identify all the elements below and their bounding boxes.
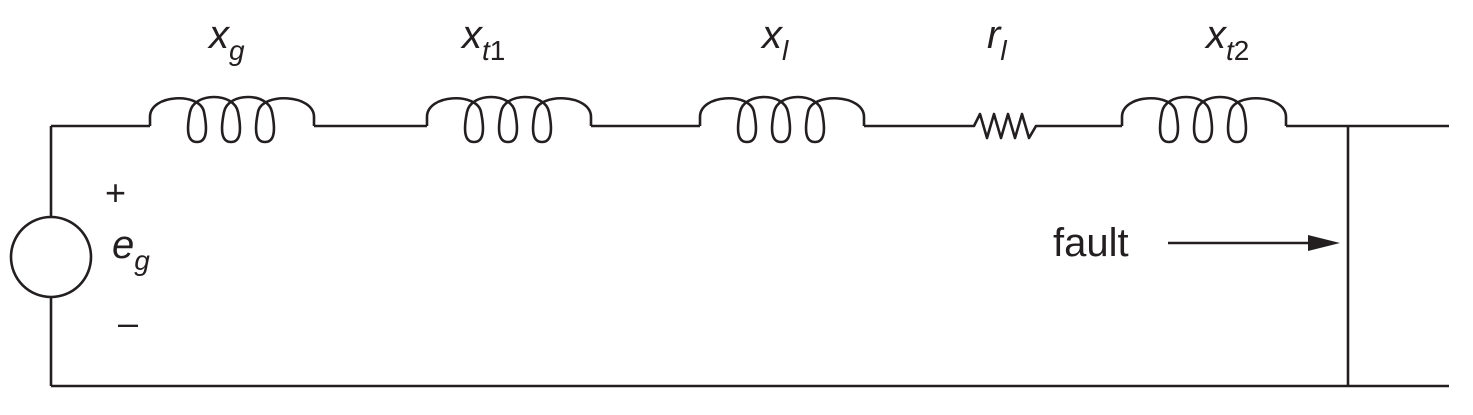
label-xl: xl <box>760 13 789 66</box>
source-minus-sign: – <box>118 302 138 343</box>
label-eg: eg <box>112 223 150 276</box>
inductor-xg <box>148 95 316 144</box>
inductor-xl <box>698 95 866 144</box>
label-xt2: xt2 <box>1204 13 1249 66</box>
label-xt1: xt1 <box>460 13 505 66</box>
fault-arrow-head <box>1308 235 1340 251</box>
inductor-xt1 <box>425 95 593 144</box>
label-rl: rl <box>987 13 1007 66</box>
source-plus-sign: + <box>105 172 126 213</box>
voltage-source-symbol <box>9 215 93 299</box>
fault-label: fault <box>1053 221 1129 265</box>
label-xg: xg <box>207 13 245 66</box>
inductor-xt2 <box>1120 95 1288 144</box>
resistor-rl <box>968 112 1043 140</box>
